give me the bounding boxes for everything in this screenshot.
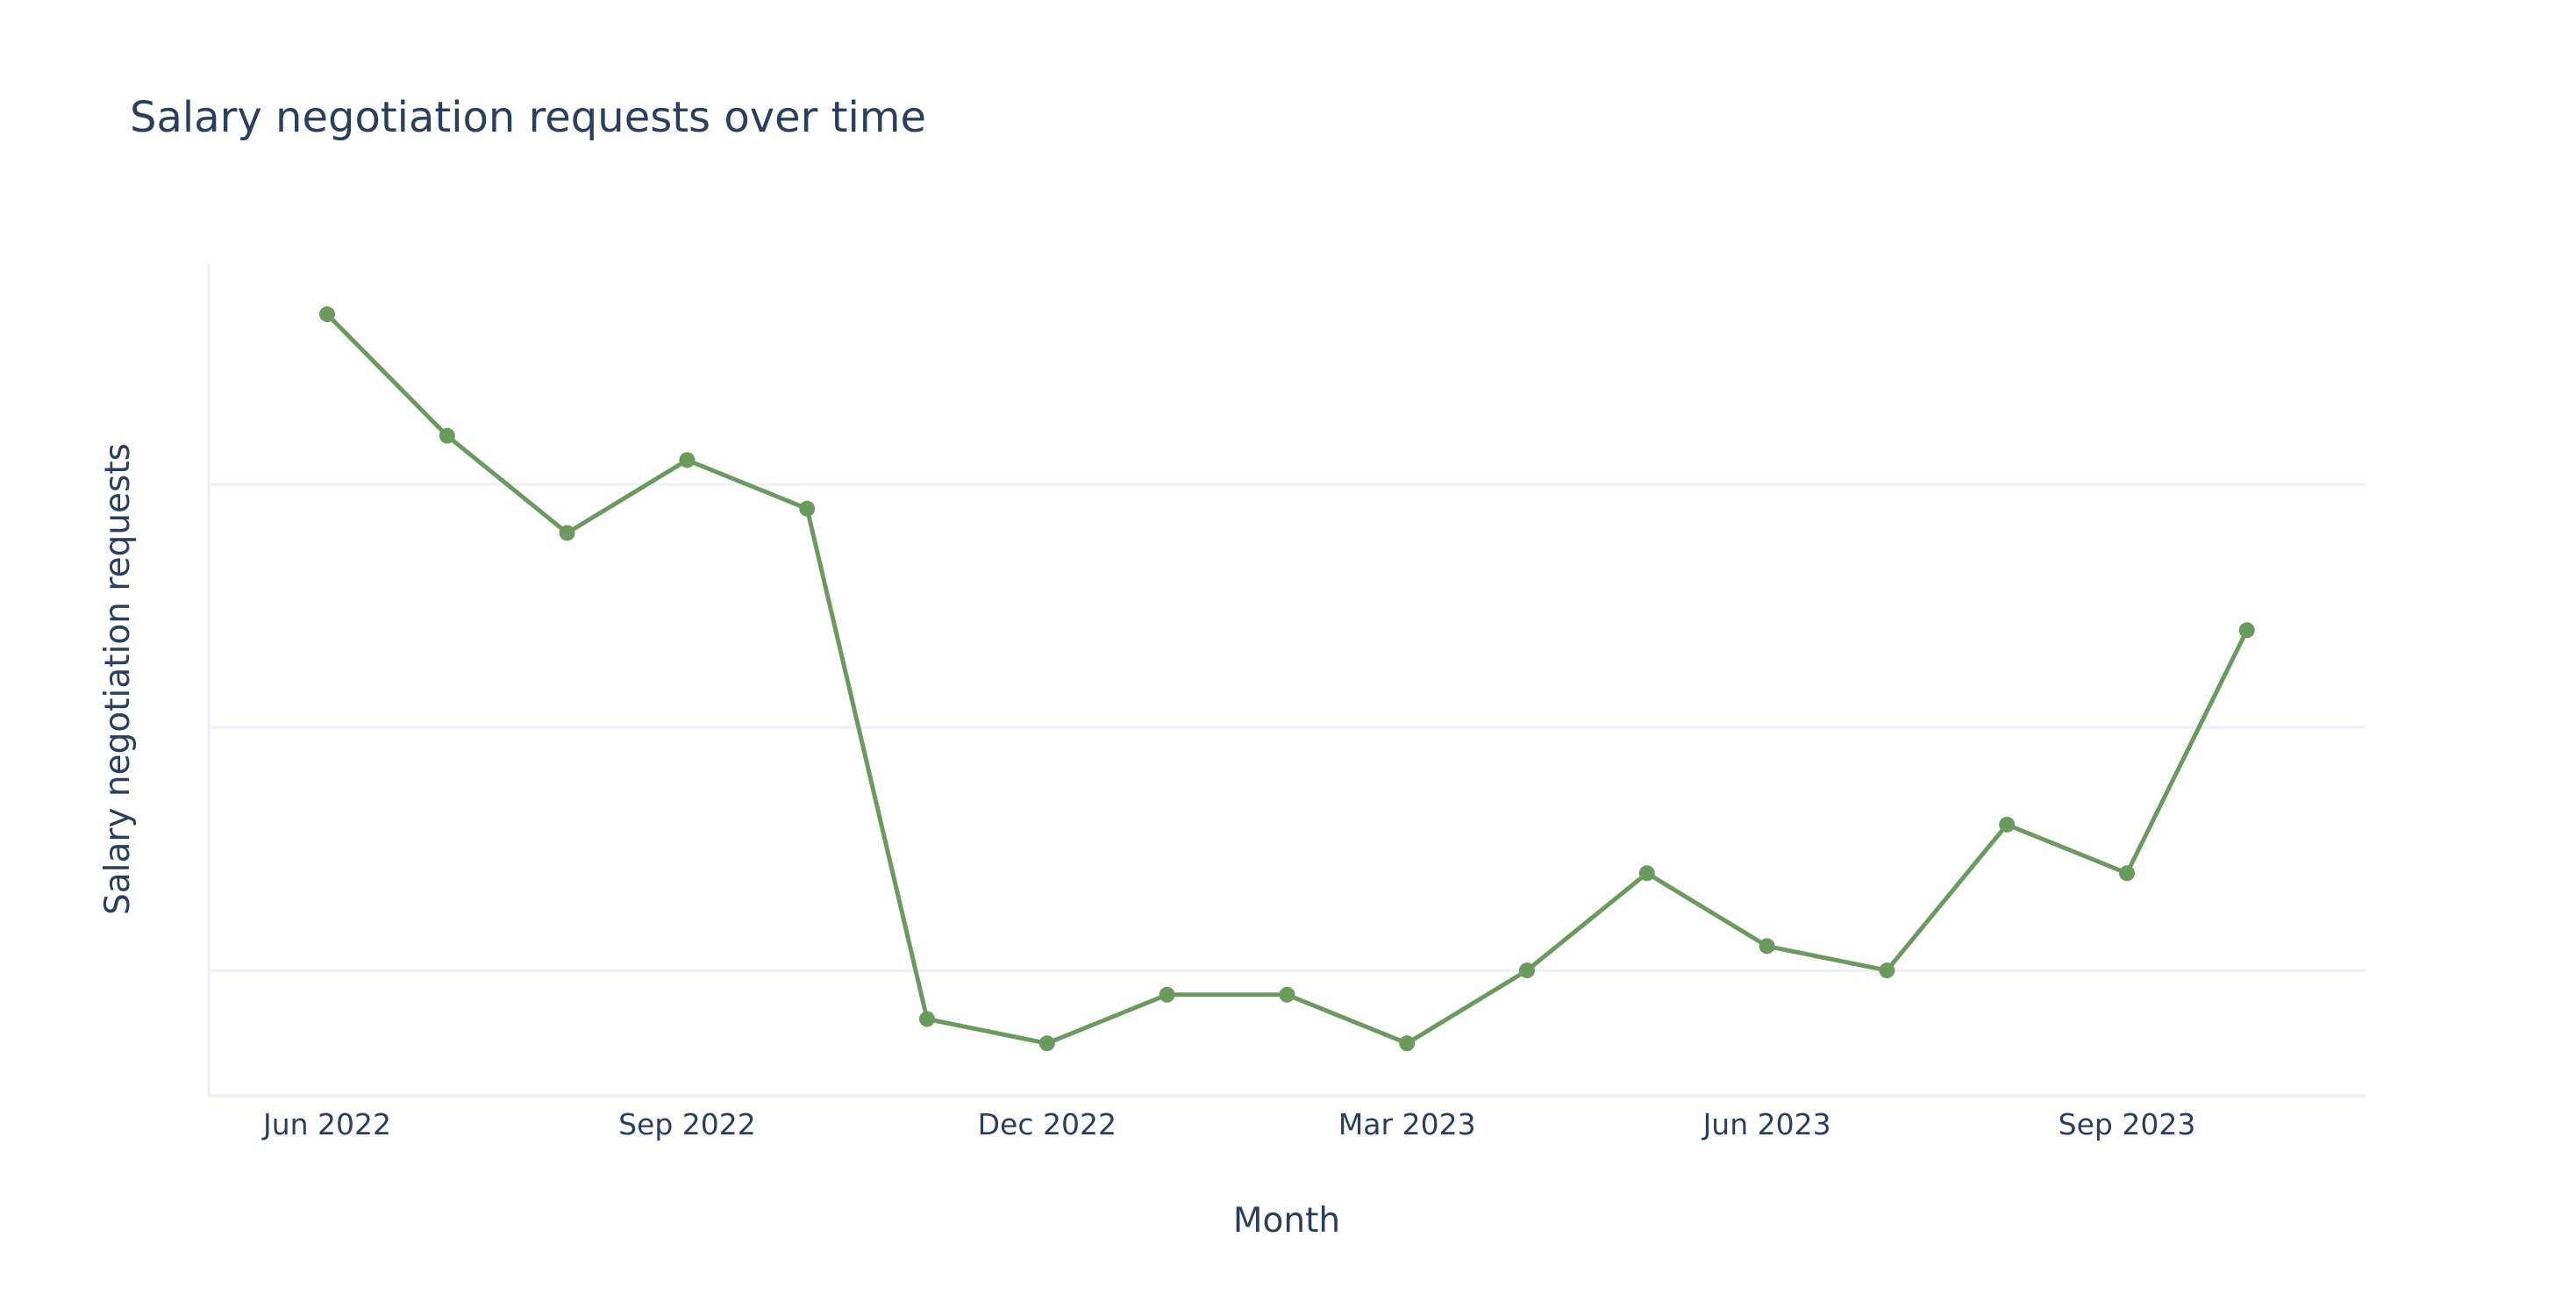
data-point-marker[interactable]: Oct 2022: 29 (799, 500, 816, 517)
data-point-marker[interactable]: Feb 2023: 9 (1279, 986, 1295, 1003)
data-point-marker[interactable]: Jan 2023: 9 (1159, 986, 1175, 1003)
data-point-marker[interactable]: Nov 2022: 8 (919, 1011, 935, 1027)
x-tick-label: Sep 2022 (618, 1107, 756, 1141)
series-layer: Jun 2022: 37 Jul 2022: 32 Aug 2022: 28 Sep … (319, 306, 2255, 1052)
data-point-marker[interactable]: Jun 2022: 37 (319, 306, 335, 323)
data-point-marker[interactable]: Mar 2023: 7 (1399, 1035, 1416, 1052)
x-tick-label: Mar 2023 (1338, 1107, 1476, 1141)
data-point-marker[interactable]: Aug 2022: 28 (559, 525, 575, 541)
data-point-marker[interactable]: Jun 2023: 11 (1759, 938, 1775, 955)
plot-area: Jun 2022: 37 Jul 2022: 32 Aug 2022: 28 Sep … (207, 263, 2365, 1098)
data-point-marker[interactable]: Sep 2023: 14 (2119, 865, 2135, 882)
x-tick-label: Jun 2022 (261, 1107, 391, 1141)
x-axis-ticks: Jun 2022 Sep 2022 Dec 2022 Mar 2023 Jun 2023… (261, 1107, 2195, 1141)
x-tick-label: Sep 2023 (2059, 1107, 2196, 1141)
chart-title: Salary negotiation requests over time (130, 93, 926, 142)
data-point-marker[interactable]: Apr 2023: 10 (1519, 962, 1535, 979)
y-axis-title: Salary negotiation requests (98, 443, 138, 915)
data-point-marker[interactable]: Sep 2022: 31 (679, 452, 696, 469)
x-axis-title: Month (1233, 1201, 1340, 1241)
y-gridlines (209, 483, 2365, 972)
data-point-marker[interactable]: May 2023: 14 (1638, 865, 1655, 882)
data-point-marker[interactable]: Aug 2023: 16 (1999, 816, 2016, 833)
series-line (325, 311, 2250, 1046)
x-tick-label: Dec 2022 (978, 1107, 1117, 1141)
data-point-marker[interactable]: Jul 2022: 32 (439, 427, 455, 444)
data-point-marker[interactable]: Dec 2022: 7 (1038, 1035, 1055, 1052)
data-point-marker[interactable]: Jul 2023: 10 (1879, 962, 1895, 979)
x-tick-label: Jun 2023 (1702, 1107, 1831, 1141)
data-point-marker[interactable]: Oct 2023: 24 (2238, 622, 2255, 639)
